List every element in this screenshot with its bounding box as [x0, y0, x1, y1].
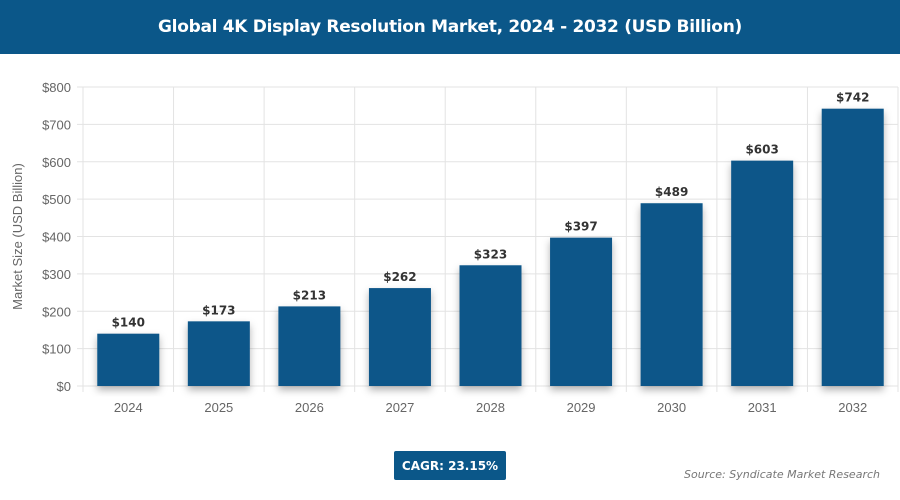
data-label: $397: [564, 220, 597, 234]
bar-2026: [278, 306, 341, 386]
y-tick-label: $600: [42, 155, 71, 170]
bar-2024: [97, 333, 160, 386]
data-label: $140: [112, 316, 145, 330]
bar-2028: [459, 265, 522, 386]
source-note: Source: Syndicate Market Research: [684, 468, 880, 481]
y-tick-label: $400: [42, 230, 71, 245]
y-tick-label: $100: [42, 342, 71, 357]
x-tick-label: 2025: [204, 400, 233, 415]
bar-2031: [731, 160, 794, 386]
data-label: $213: [293, 288, 326, 302]
bar-2025: [187, 321, 250, 386]
y-tick-label: $200: [42, 304, 71, 319]
y-tick-label: $500: [42, 192, 71, 207]
cagr-badge: CAGR: 23.15%: [394, 451, 506, 480]
x-tick-label: 2028: [476, 400, 505, 415]
data-label: $489: [655, 185, 688, 199]
x-tick-label: 2029: [567, 400, 596, 415]
bar-2030: [640, 203, 703, 386]
x-tick-label: 2024: [114, 400, 143, 415]
data-label: $262: [383, 270, 416, 284]
data-label: $603: [745, 143, 778, 157]
x-tick-label: 2031: [748, 400, 777, 415]
bar-2029: [550, 237, 613, 386]
y-axis-label: Market Size (USD Billion): [10, 163, 25, 310]
x-tick-label: 2026: [295, 400, 324, 415]
y-tick-label: $800: [42, 80, 71, 95]
data-label: $323: [474, 247, 507, 261]
x-tick-label: 2027: [385, 400, 414, 415]
chart-title: Global 4K Display Resolution Market, 202…: [0, 0, 900, 54]
data-label: $742: [836, 91, 869, 105]
y-tick-label: $300: [42, 267, 71, 282]
y-tick-label: $700: [42, 117, 71, 132]
x-tick-label: 2032: [838, 400, 867, 415]
x-tick-label: 2030: [657, 400, 686, 415]
y-tick-label: $0: [57, 379, 71, 394]
data-label: $173: [202, 303, 235, 317]
bar-2032: [821, 108, 884, 387]
bar-2027: [368, 288, 431, 386]
